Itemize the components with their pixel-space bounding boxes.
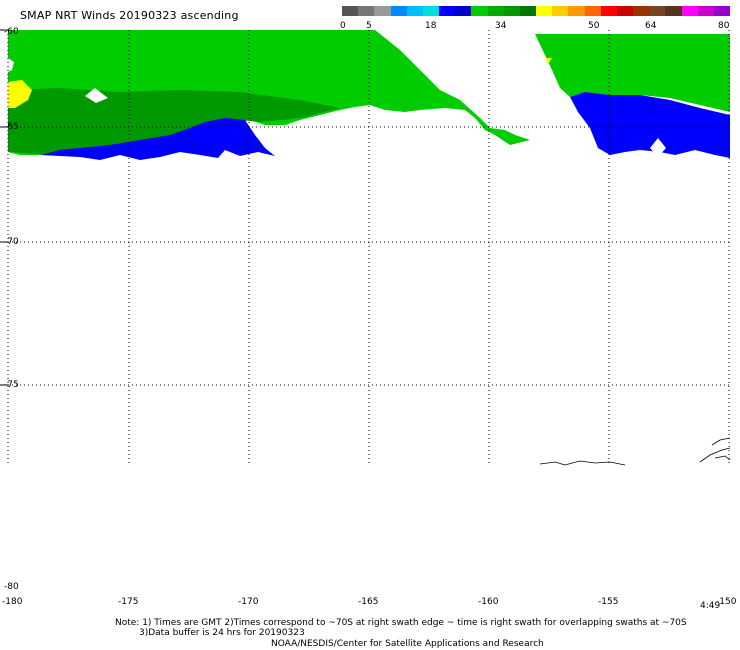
lon-label: -155 [598, 597, 619, 607]
note-line: Note: 1) Times are GMT 2)Times correspon… [115, 618, 687, 628]
lon-label: -165 [358, 597, 379, 607]
colorbar-segment [713, 6, 731, 16]
colorbar-segment [374, 6, 391, 16]
wind-region-dark-green [545, 58, 552, 64]
coastline [539, 437, 731, 466]
colorbar-segment [503, 6, 520, 16]
colorbar-segment [390, 6, 407, 16]
map-title: SMAP NRT Winds 20190323 ascending [20, 9, 239, 22]
axis-ticks [0, 29, 8, 386]
colorbar-segment [584, 6, 601, 16]
lat-label: -75 [4, 380, 19, 390]
wind-region-blue [40, 118, 275, 160]
colorbar-segment [439, 6, 456, 16]
credit-line: NOAA/NESDIS/Center for Satellite Applica… [271, 639, 544, 649]
colorbar-segment [633, 6, 650, 16]
colorbar-tick-label: 80 [718, 21, 730, 31]
wind-region-yellow [8, 80, 32, 108]
graticule [8, 30, 730, 465]
lon-label: -160 [478, 597, 499, 607]
colorbar-segment [342, 6, 359, 16]
lat-label: -80 [4, 582, 19, 592]
colorbar-tick-label: 18 [425, 21, 437, 31]
colorbar-segment [552, 6, 569, 16]
data-gap [8, 58, 14, 72]
colorbar-segment [681, 6, 698, 16]
colorbar-segment [455, 6, 472, 16]
colorbar-segment [358, 6, 375, 16]
lat-label: -65 [4, 122, 19, 132]
colorbar-tick-label: 34 [495, 21, 507, 31]
wind-region-green [535, 34, 730, 112]
colorbar-segment [600, 6, 617, 16]
lon-label: -150 [716, 597, 737, 607]
note-line: 3)Data buffer is 24 hrs for 20190323 [139, 628, 305, 638]
lat-label: -60 [4, 27, 19, 37]
colorbar-segment [697, 6, 714, 16]
wind-speed-colorbar [342, 6, 731, 16]
lon-label: -175 [118, 597, 139, 607]
wind-region-blue [570, 92, 730, 158]
colorbar-segment [406, 6, 423, 16]
colorbar-segment [649, 6, 666, 16]
swath-time-label: 4:49 [700, 601, 721, 611]
colorbar-segment [616, 6, 634, 16]
colorbar-segment [471, 6, 488, 16]
wind-region-dark-green [8, 88, 340, 154]
lat-label: -70 [4, 237, 19, 247]
colorbar-segment [422, 6, 440, 16]
lon-label: -180 [2, 597, 23, 607]
colorbar-tick-label: 5 [366, 21, 372, 31]
lon-label: -170 [238, 597, 259, 607]
data-gap [650, 138, 666, 157]
colorbar-tick-label: 0 [340, 21, 346, 31]
colorbar-tick-label: 64 [645, 21, 657, 31]
colorbar-segment [487, 6, 504, 16]
data-gap [85, 88, 108, 103]
colorbar-segment [665, 6, 682, 16]
colorbar-segment [568, 6, 585, 16]
colorbar-tick-label: 50 [588, 21, 600, 31]
colorbar-segment [536, 6, 553, 16]
colorbar-segment [519, 6, 537, 16]
